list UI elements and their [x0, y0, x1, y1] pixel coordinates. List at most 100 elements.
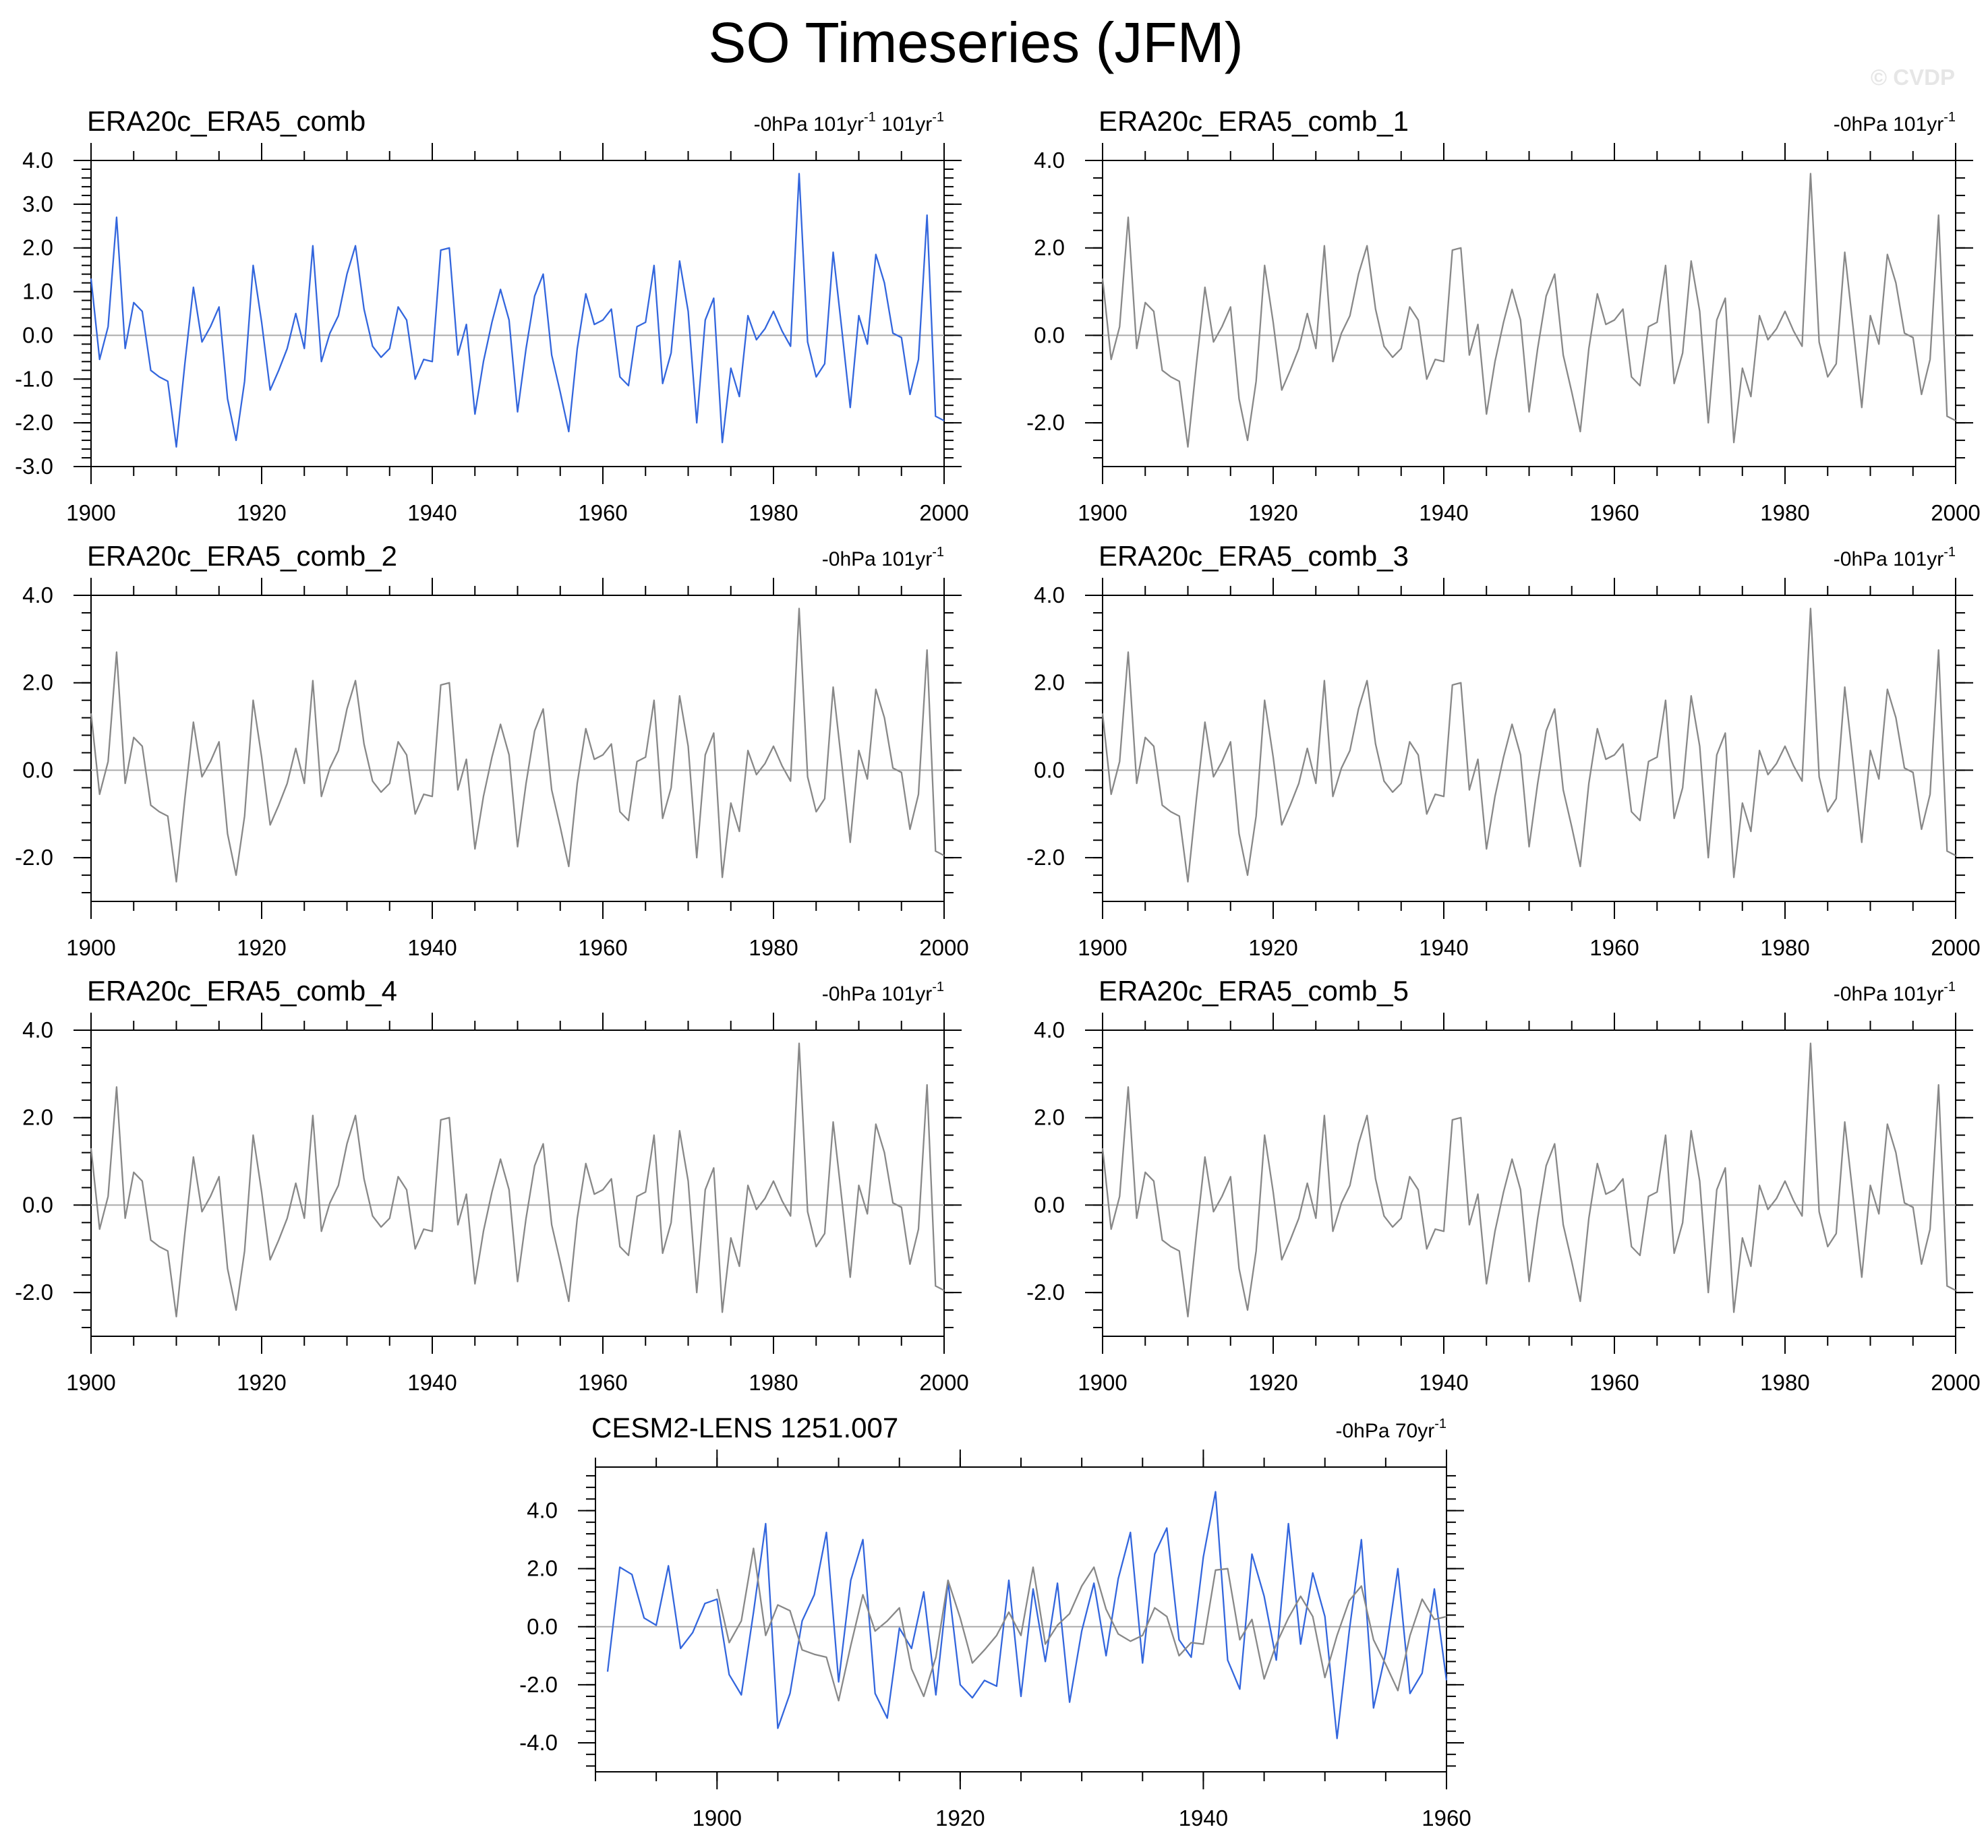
x-tick-label: 1940	[1419, 935, 1468, 960]
figure-title: SO Timeseries (JFM)	[708, 11, 1243, 74]
x-tick-label: 1920	[1248, 500, 1297, 525]
y-tick-label: 3.0	[22, 191, 53, 216]
panel-title: ERA20c_ERA5_comb_5	[1099, 975, 1409, 1007]
x-tick-label: 2000	[1931, 935, 1980, 960]
y-tick-label: 0.0	[22, 1192, 53, 1217]
y-tick-label: 4.0	[1034, 1017, 1065, 1042]
x-tick-label: 1920	[935, 1806, 985, 1830]
panel-title: ERA20c_ERA5_comb	[87, 105, 366, 137]
x-tick-label: 1960	[1589, 500, 1639, 525]
x-tick-label: 1980	[1760, 935, 1809, 960]
y-tick-label: 4.0	[1034, 148, 1065, 173]
panel-unit-label: -0hPa 101yr-1	[1834, 110, 1956, 136]
panel-era20c-era5-comb-2: 4.0 2.0 0.0 -2.0 1900 1920 1940 1960 1980 2000 ERA…	[15, 540, 969, 960]
x-tick-label: 1960	[1589, 1370, 1639, 1395]
x-tick-label: 1960	[578, 1370, 627, 1395]
chart-panels: 4.0 3.0 2.0 1.0 0.0 -1.0 -2.0 -3.0 1900 1920 1940 1…	[15, 105, 1981, 1830]
series-line-1	[90, 1042, 945, 1317]
panel-title: ERA20c_ERA5_comb_1	[1099, 105, 1409, 137]
series-line-1	[90, 173, 945, 448]
y-tick-label: -2.0	[15, 410, 53, 435]
y-tick-label: -2.0	[15, 1280, 53, 1305]
x-tick-label: 1920	[1248, 1370, 1297, 1395]
y-tick-label: -4.0	[519, 1730, 558, 1755]
panel-unit-label: -0hPa 101yr-1 101yr-1	[754, 110, 944, 136]
x-tick-label: 1900	[693, 1806, 742, 1830]
y-tick-label: -2.0	[1026, 1280, 1065, 1305]
y-tick-label: 0.0	[22, 757, 53, 782]
x-tick-label: 1940	[407, 500, 457, 525]
x-tick-label: 1980	[1760, 500, 1809, 525]
cvdp-watermark: © CVDP	[1871, 65, 1955, 90]
series-line-1	[606, 1491, 1448, 1739]
y-tick-label: 4.0	[22, 1017, 53, 1042]
x-tick-label: 1920	[237, 1370, 286, 1395]
y-tick-label: 2.0	[1034, 670, 1065, 695]
x-tick-label: 1920	[1248, 935, 1297, 960]
x-tick-label: 1900	[1078, 500, 1127, 525]
y-tick-label: 2.0	[22, 1105, 53, 1130]
y-tick-label: 2.0	[527, 1556, 558, 1581]
x-tick-label: 1940	[1419, 500, 1468, 525]
y-tick-label: 4.0	[527, 1498, 558, 1523]
x-tick-label: 1940	[407, 935, 457, 960]
x-tick-label: 1980	[749, 1370, 798, 1395]
y-tick-label: 2.0	[22, 670, 53, 695]
y-tick-label: -2.0	[15, 845, 53, 870]
panel-era20c-era5-comb: 4.0 3.0 2.0 1.0 0.0 -1.0 -2.0 -3.0 1900 1920 1940 1…	[15, 105, 969, 525]
y-tick-label: 0.0	[1034, 1192, 1065, 1217]
panel-title: ERA20c_ERA5_comb_2	[87, 540, 397, 572]
x-tick-label: 1900	[66, 500, 115, 525]
panel-title: ERA20c_ERA5_comb_3	[1099, 540, 1409, 572]
panel-title: CESM2-LENS 1251.007	[591, 1412, 898, 1443]
y-tick-label: 0.0	[527, 1614, 558, 1639]
x-tick-label: 1900	[66, 1370, 115, 1395]
series-line-1	[90, 607, 945, 883]
x-tick-label: 2000	[1931, 500, 1980, 525]
panel-unit-label: -0hPa 70yr-1	[1335, 1417, 1446, 1442]
y-tick-label: 2.0	[1034, 235, 1065, 260]
y-tick-label: -2.0	[1026, 410, 1065, 435]
x-tick-label: 2000	[919, 500, 968, 525]
x-tick-label: 1920	[237, 935, 286, 960]
panel-unit-label: -0hPa 101yr-1	[822, 980, 944, 1005]
series-line-1	[1101, 173, 1956, 448]
series-line-2	[716, 1547, 1447, 1702]
x-tick-label: 1960	[1589, 935, 1639, 960]
x-tick-label: 1940	[1179, 1806, 1228, 1830]
panel-unit-label: -0hPa 101yr-1	[822, 545, 944, 570]
x-tick-label: 2000	[919, 1370, 968, 1395]
x-tick-label: 1980	[749, 935, 798, 960]
panel-cesm2-lens-1251-007: 4.0 2.0 0.0 -2.0 -4.0 1900 1920 1940 1960 CESM2-L…	[519, 1412, 1471, 1830]
x-tick-label: 1960	[578, 935, 627, 960]
y-tick-label: -2.0	[1026, 845, 1065, 870]
y-tick-label: 0.0	[1034, 757, 1065, 782]
x-tick-label: 2000	[919, 935, 968, 960]
panel-unit-label: -0hPa 101yr-1	[1834, 980, 1956, 1005]
x-tick-label: 1940	[1419, 1370, 1468, 1395]
y-tick-label: 4.0	[22, 583, 53, 607]
panel-era20c-era5-comb-4: 4.0 2.0 0.0 -2.0 1900 1920 1940 1960 1980 2000 ERA…	[15, 975, 969, 1395]
x-tick-label: 2000	[1931, 1370, 1980, 1395]
x-tick-label: 1900	[66, 935, 115, 960]
panel-unit-label: -0hPa 101yr-1	[1834, 545, 1956, 570]
panel-era20c-era5-comb-5: 4.0 2.0 0.0 -2.0 1900 1920 1940 1960 1980 2000 ERA…	[1026, 975, 1981, 1395]
y-tick-label: 2.0	[1034, 1105, 1065, 1130]
x-tick-label: 1900	[1078, 1370, 1127, 1395]
y-tick-label: 0.0	[22, 322, 53, 347]
plot-frame	[595, 1466, 1447, 1772]
y-tick-label: 1.0	[22, 279, 53, 304]
panel-era20c-era5-comb-3: 4.0 2.0 0.0 -2.0 1900 1920 1940 1960 1980 2000 ERA…	[1026, 540, 1981, 960]
x-tick-label: 1960	[578, 500, 627, 525]
x-tick-label: 1980	[1760, 1370, 1809, 1395]
y-tick-label: -1.0	[15, 366, 53, 391]
y-tick-label: -2.0	[519, 1672, 558, 1697]
y-tick-label: 4.0	[22, 148, 53, 173]
series-line-1	[1101, 607, 1956, 883]
y-tick-label: 0.0	[1034, 322, 1065, 347]
x-tick-label: 1940	[407, 1370, 457, 1395]
x-tick-label: 1900	[1078, 935, 1127, 960]
x-tick-label: 1920	[237, 500, 286, 525]
series-line-1	[1101, 1042, 1956, 1317]
